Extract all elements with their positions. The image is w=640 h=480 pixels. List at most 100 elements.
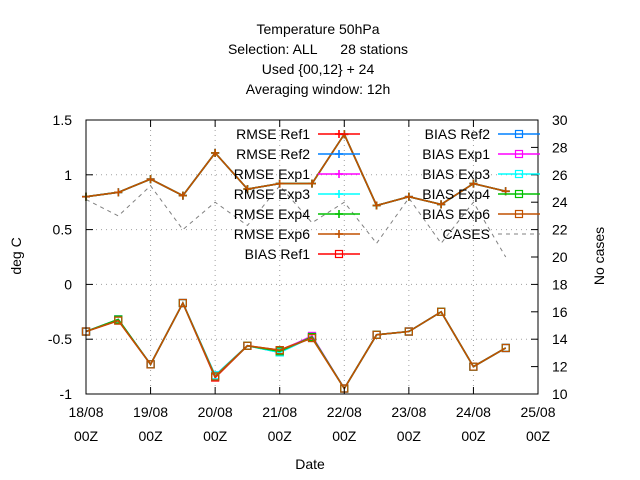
y2-axis-label: No cases xyxy=(591,227,607,285)
data-point xyxy=(437,200,446,209)
legend-entry: RMSE Exp1 xyxy=(234,166,360,182)
legend-marker xyxy=(514,149,524,159)
series-bias-exp6 xyxy=(81,298,510,393)
legend-label: RMSE Exp4 xyxy=(234,206,310,222)
x-tick-time: 00Z xyxy=(74,428,99,444)
legend: RMSE Ref1 RMSE Ref2 RMSE Exp1 RMSE Exp3 RMSE… xyxy=(234,126,540,262)
y-tick-label: -0.5 xyxy=(48,331,72,347)
series-line xyxy=(85,132,506,207)
legend-label: RMSE Exp3 xyxy=(234,186,310,202)
y2-tick-label: 14 xyxy=(552,331,568,347)
data-point xyxy=(275,346,284,355)
legend-marker xyxy=(514,129,524,139)
y-axis-label: deg C xyxy=(8,237,24,274)
series-line xyxy=(85,301,507,391)
legend-label: BIAS Ref2 xyxy=(425,126,491,142)
data-point xyxy=(211,148,220,157)
legend-marker xyxy=(335,170,343,178)
y2-tick-label: 18 xyxy=(552,276,568,292)
legend-marker xyxy=(335,150,343,158)
legend-label: BIAS Exp4 xyxy=(422,186,490,202)
series-cases xyxy=(85,184,507,258)
y2-tick-label: 16 xyxy=(552,304,568,320)
x-tick-time: 00Z xyxy=(203,428,228,444)
data-point xyxy=(114,316,123,325)
data-point xyxy=(501,343,510,353)
y-tick-label: 1.5 xyxy=(53,112,73,128)
x-tick-time: 00Z xyxy=(139,428,164,444)
cases-series-layer xyxy=(85,184,507,258)
legend-marker xyxy=(514,189,524,199)
legend-marker xyxy=(335,210,343,218)
data-point xyxy=(243,341,252,350)
data-point xyxy=(469,179,478,188)
legend-marker xyxy=(335,230,343,238)
legend-marker xyxy=(514,169,524,179)
x-tick-date: 18/08 xyxy=(68,404,103,420)
data-point xyxy=(308,179,316,188)
data-point xyxy=(146,360,155,369)
chart-title: Temperature 50hPa Selection: ALL 28 stat… xyxy=(228,21,408,97)
legend-marker xyxy=(514,209,524,219)
data-point xyxy=(178,191,187,200)
x-tick-time: 00Z xyxy=(397,428,422,444)
y2-tick-label: 22 xyxy=(552,222,568,238)
y2-tick-label: 28 xyxy=(552,139,568,155)
legend-entry: BIAS Exp6 xyxy=(422,206,540,222)
axis-ticks: -1 -0.5 0 0.5 1 1.5 10 12 14 16 18 20 22 24 26 28 30 18/0… xyxy=(48,112,568,444)
legend-label: CASES xyxy=(443,226,490,242)
legend-label: RMSE Exp6 xyxy=(234,226,310,242)
legend-entry: BIAS Exp3 xyxy=(422,166,540,182)
x-tick-time: 00Z xyxy=(461,428,486,444)
legend-label: RMSE Exp1 xyxy=(234,166,310,182)
legend-entry: BIAS Ref2 xyxy=(425,126,540,142)
y-tick-label: 0 xyxy=(64,276,72,292)
data-point xyxy=(211,372,220,381)
title-line-4: Averaging window: 12h xyxy=(246,81,391,97)
legend-entry: BIAS Exp4 xyxy=(422,186,540,202)
legend-marker xyxy=(334,249,344,259)
legend-entry: CASES xyxy=(443,226,540,242)
y2-tick-label: 20 xyxy=(552,249,568,265)
y2-tick-label: 26 xyxy=(552,167,568,183)
x-tick-date: 20/08 xyxy=(198,404,233,420)
legend-entry: RMSE Ref2 xyxy=(236,146,360,162)
legend-label: BIAS Exp6 xyxy=(422,206,490,222)
legend-marker xyxy=(335,130,343,138)
legend-label: BIAS Exp3 xyxy=(422,166,490,182)
legend-entry: RMSE Exp6 xyxy=(234,226,360,242)
data-point xyxy=(307,334,317,343)
data-point xyxy=(146,175,155,184)
x-tick-date: 24/08 xyxy=(456,404,491,420)
y2-tick-label: 12 xyxy=(552,359,568,375)
y2-tick-label: 10 xyxy=(552,386,568,402)
x-tick-time: 00Z xyxy=(268,428,293,444)
y-tick-label: -1 xyxy=(60,386,73,402)
legend-entry: RMSE Exp3 xyxy=(234,186,360,202)
x-tick-date: 22/08 xyxy=(327,404,362,420)
x-tick-time: 00Z xyxy=(332,428,357,444)
data-point xyxy=(404,327,413,336)
x-tick-date: 23/08 xyxy=(391,404,426,420)
title-line-1: Temperature 50hPa xyxy=(257,21,380,37)
data-point xyxy=(404,192,413,201)
y-tick-label: 0.5 xyxy=(53,222,73,238)
legend-entry: BIAS Exp1 xyxy=(422,146,540,162)
data-point xyxy=(243,185,252,194)
legend-entry: RMSE Exp4 xyxy=(234,206,360,222)
x-tick-date: 21/08 xyxy=(262,404,297,420)
x-tick-date: 25/08 xyxy=(520,404,555,420)
title-line-2: Selection: ALL 28 stations xyxy=(228,41,408,57)
legend-marker xyxy=(335,190,343,198)
legend-label: BIAS Exp1 xyxy=(422,146,490,162)
data-point xyxy=(372,330,381,339)
title-line-3: Used {00,12} + 24 xyxy=(262,61,375,77)
legend-label: BIAS Ref1 xyxy=(245,246,311,262)
x-tick-date: 19/08 xyxy=(133,404,168,420)
data-point xyxy=(114,188,123,197)
legend-entry: RMSE Ref1 xyxy=(236,126,360,142)
legend-entry: BIAS Ref1 xyxy=(245,246,360,262)
y-tick-label: 1 xyxy=(64,167,72,183)
data-point xyxy=(437,307,446,316)
